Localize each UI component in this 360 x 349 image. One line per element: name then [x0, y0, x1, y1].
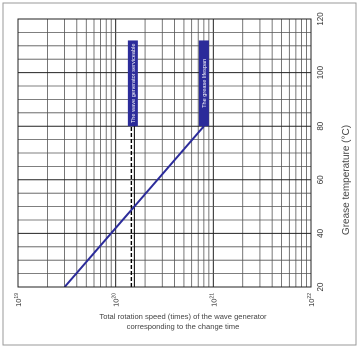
plot-area	[17, 18, 312, 288]
y-tick-label: 20	[316, 282, 325, 291]
x-tick-label: 1022	[307, 293, 316, 307]
x-axis-label-line-1: Total rotation speed (times) of the wave…	[99, 312, 267, 321]
annotation-label: The wave generator serviceable	[131, 44, 137, 124]
x-axis-label-line-2: corresponding to the change time	[127, 322, 240, 331]
x-tick-label: 1020	[112, 293, 121, 307]
y-tick-label: 40	[316, 228, 325, 237]
annotation-box	[127, 40, 138, 127]
y-tick-label: 100	[316, 65, 325, 79]
grease-lifespan-line	[63, 125, 205, 288]
y-tick-label: 120	[316, 12, 325, 26]
y-axis-label: Grease temperature (°C)	[341, 125, 352, 235]
chart-frame	[2, 2, 357, 346]
y-tick-label: 60	[316, 175, 325, 184]
annotations: The wave generator serviceable The grease…	[127, 40, 209, 127]
x-tick-label: 1021	[209, 293, 218, 307]
x-tick-label: 1019	[14, 293, 23, 307]
annotation-box	[198, 40, 209, 127]
x-axis-ticks: 1019 1020 1021 1022	[14, 293, 316, 307]
y-tick-label: 80	[316, 121, 325, 130]
annotation-label: The grease lifespan	[202, 59, 208, 108]
y-axis-ticks: 20 40 60 80 100 120	[316, 12, 325, 292]
grid	[18, 19, 311, 287]
